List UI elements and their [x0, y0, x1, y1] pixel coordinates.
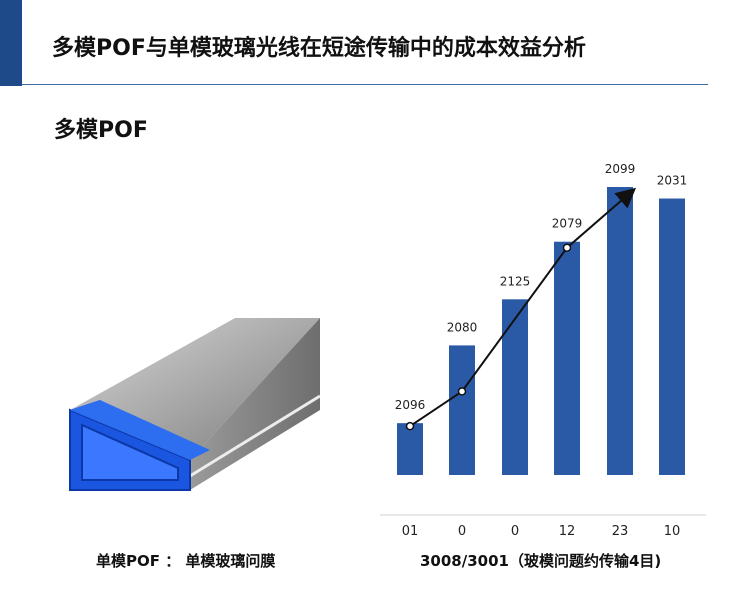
trend-point-0: [405, 421, 415, 431]
x-tick-label-0: 01: [402, 524, 419, 539]
trend-arrow: [409, 187, 637, 427]
x-tick-label-4: 23: [612, 524, 629, 539]
x-tick-label-5: 10: [664, 524, 681, 539]
x-tick-label-1: 0: [458, 524, 466, 539]
bar-value-label-2: 2125: [500, 274, 531, 288]
bar-3: [554, 241, 580, 475]
title-divider: [22, 84, 708, 85]
bar-0: [397, 423, 423, 475]
x-tick-label-3: 12: [559, 524, 576, 539]
bar-value-label-1: 2080: [447, 320, 478, 334]
bar-value-label-4: 2099: [605, 162, 636, 176]
bar-4: [607, 187, 633, 475]
bar-2: [502, 299, 528, 475]
title-accent-bar: [0, 0, 22, 86]
fiber-block-illustration: [69, 318, 321, 491]
left-caption: 单模POF ： 单模玻璃问膜: [96, 552, 276, 570]
bar-1: [449, 345, 475, 475]
page-title: 多模POF与单模玻璃光线在短途传输中的成本效益分析: [52, 36, 586, 61]
bar-chart: 2096 01 2080 0 2125 0 2079 12 2099 23 2031 10: [380, 162, 706, 539]
bar-value-label-5: 2031: [657, 174, 688, 188]
section-subtitle: 多模POF: [54, 118, 148, 143]
right-caption: 3008/3001（玻模问题约传输4目): [420, 552, 662, 570]
x-tick-label-2: 0: [511, 524, 519, 539]
bar-value-label-3: 2079: [552, 217, 583, 231]
bar-5: [659, 198, 685, 475]
bar-value-label-0: 2096: [395, 398, 426, 412]
trend-point-2: [562, 243, 572, 252]
trend-point-1: [457, 387, 467, 396]
